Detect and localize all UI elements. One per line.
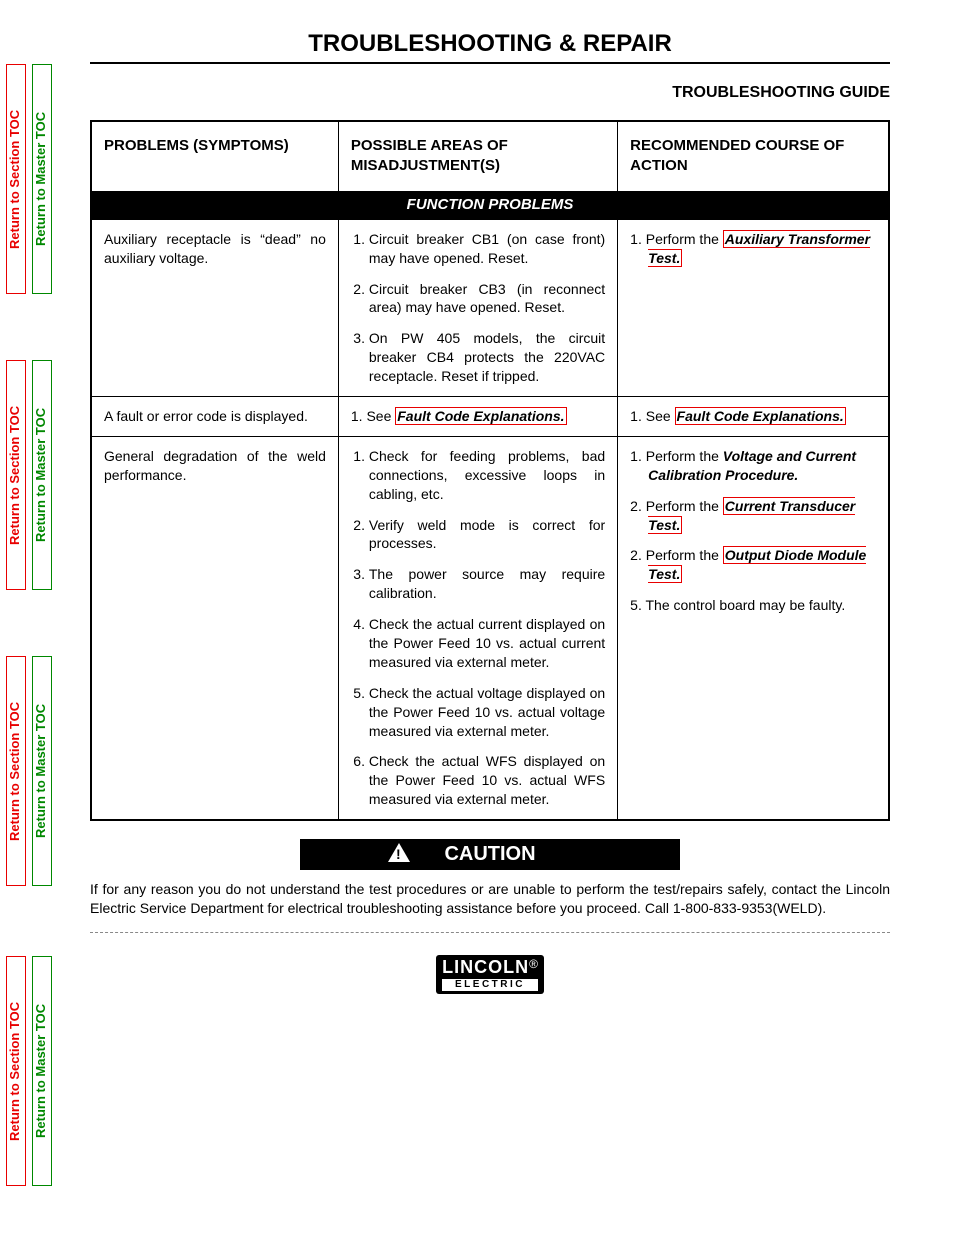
logo-bottom: ELECTRIC: [442, 979, 538, 991]
problem-cell: Auxiliary receptacle is “dead” no auxili…: [91, 219, 338, 396]
return-section-toc-link[interactable]: Return to Section TOC: [6, 64, 26, 294]
actions-cell: 1. See Fault Code Explanations.: [618, 396, 889, 436]
list-item: Verify weld mode is correct for processe…: [369, 516, 605, 554]
reference-link[interactable]: Fault Code Explanations.: [675, 407, 846, 425]
brand-logo: LINCOLN® ELECTRIC: [90, 955, 890, 994]
reference-link[interactable]: Fault Code Explanations.: [395, 407, 566, 425]
list-item: Circuit breaker CB1 (on case front) may …: [369, 230, 605, 268]
return-section-toc-link[interactable]: Return to Section TOC: [6, 956, 26, 1186]
registered-icon: ®: [529, 957, 538, 971]
return-section-toc-link[interactable]: Return to Section TOC: [6, 656, 26, 886]
caution-label: CAUTION: [444, 843, 535, 865]
page-subtitle: TROUBLESHOOTING GUIDE: [90, 84, 890, 102]
caution-badge: CAUTION: [300, 839, 680, 870]
list-item: 1. Perform the Auxiliary Transformer Tes…: [630, 230, 876, 268]
table-row: General degradation of the weld performa…: [91, 436, 889, 820]
return-master-toc-link[interactable]: Return to Master TOC: [32, 956, 52, 1186]
areas-cell: Check for feeding problems, bad connecti…: [338, 436, 617, 820]
warning-icon: [388, 843, 410, 862]
list-item: 1. Perform the Voltage and Current Calib…: [630, 447, 876, 485]
col-header-problems: PROBLEMS (SYMPTOMS): [91, 121, 338, 191]
actions-cell: 1. Perform the Voltage and Current Calib…: [618, 436, 889, 820]
divider: [90, 932, 890, 933]
areas-cell: Circuit breaker CB1 (on case front) may …: [338, 219, 617, 396]
return-master-toc-link[interactable]: Return to Master TOC: [32, 360, 52, 590]
troubleshooting-table: PROBLEMS (SYMPTOMS) POSSIBLE AREAS OF MI…: [90, 120, 890, 821]
col-header-actions: RECOMMENDED COURSE OF ACTION: [618, 121, 889, 191]
actions-cell: 1. Perform the Auxiliary Transformer Tes…: [618, 219, 889, 396]
bold-reference: Voltage and Current Calibration Procedur…: [648, 448, 856, 483]
logo-top: LINCOLN: [442, 957, 529, 977]
table-row: Auxiliary receptacle is “dead” no auxili…: [91, 219, 889, 396]
page-title: TROUBLESHOOTING & REPAIR: [90, 30, 890, 64]
problem-cell: General degradation of the weld performa…: [91, 436, 338, 820]
list-item: Circuit breaker CB3 (in reconnect area) …: [369, 280, 605, 318]
section-label: FUNCTION PROBLEMS: [91, 191, 889, 220]
list-item: Check the actual current displayed on th…: [369, 615, 605, 672]
list-item: Check the actual WFS displayed on the Po…: [369, 752, 605, 809]
list-item: Check for feeding problems, bad connecti…: [369, 447, 605, 504]
areas-cell: 1. See Fault Code Explanations.: [338, 396, 617, 436]
list-item: 2. Perform the Current Transducer Test.: [630, 497, 876, 535]
return-master-toc-link[interactable]: Return to Master TOC: [32, 656, 52, 886]
table-header-row: PROBLEMS (SYMPTOMS) POSSIBLE AREAS OF MI…: [91, 121, 889, 191]
list-item: 5. The control board may be faulty.: [630, 596, 876, 615]
side-nav-tabs: Return to Section TOC Return to Section T…: [0, 0, 56, 1235]
return-section-toc-link[interactable]: Return to Section TOC: [6, 360, 26, 590]
reference-link[interactable]: Output Diode Module Test.: [648, 546, 866, 583]
list-item: 2. Perform the Output Diode Module Test.: [630, 546, 876, 584]
reference-link[interactable]: Auxiliary Transformer Test.: [648, 230, 870, 267]
table-row: A fault or error code is displayed.1. Se…: [91, 396, 889, 436]
problem-cell: A fault or error code is displayed.: [91, 396, 338, 436]
return-master-toc-link[interactable]: Return to Master TOC: [32, 64, 52, 294]
list-item: The power source may require calibration…: [369, 565, 605, 603]
col-header-areas: POSSIBLE AREAS OF MISADJUSTMENT(S): [338, 121, 617, 191]
page-content: TROUBLESHOOTING & REPAIR TROUBLESHOOTING…: [90, 30, 890, 994]
section-bar: FUNCTION PROBLEMS: [91, 191, 889, 220]
list-item: On PW 405 models, the circuit breaker CB…: [369, 329, 605, 386]
list-item: Check the actual voltage displayed on th…: [369, 684, 605, 741]
reference-link[interactable]: Current Transducer Test.: [648, 497, 855, 534]
caution-text: If for any reason you do not understand …: [90, 880, 890, 918]
